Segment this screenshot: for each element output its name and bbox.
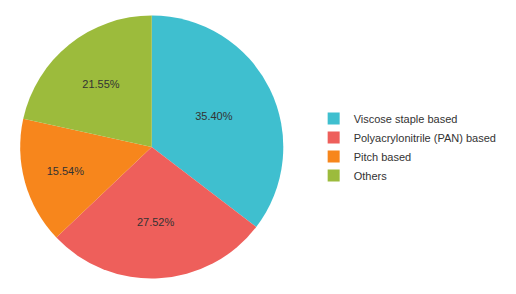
svg-text:Viscose staple based: Viscose staple based [354,113,458,125]
svg-text:27.52%: 27.52% [137,216,175,228]
svg-text:Others: Others [354,170,388,182]
svg-text:35.40%: 35.40% [195,110,233,122]
svg-text:15.54%: 15.54% [47,165,85,177]
svg-text:Polyacrylonitrile (PAN) based: Polyacrylonitrile (PAN) based [354,132,496,144]
svg-text:21.55%: 21.55% [82,78,120,90]
svg-text:Pitch based: Pitch based [354,151,411,163]
